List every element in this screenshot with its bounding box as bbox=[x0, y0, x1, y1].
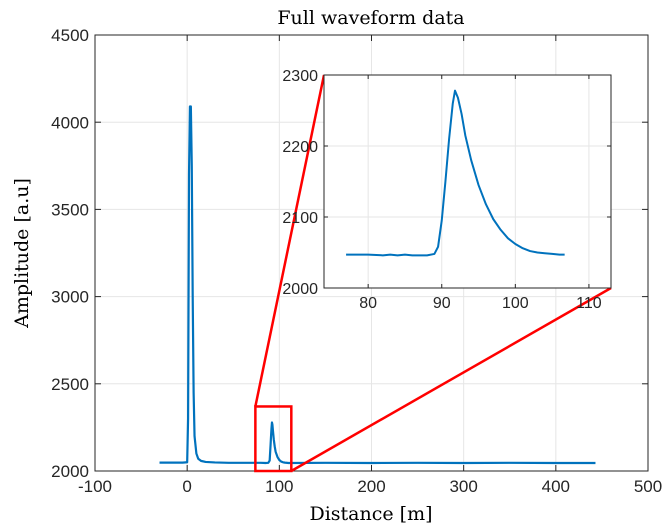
main-y-tick-label: 4500 bbox=[51, 26, 89, 45]
inset-y-tick-labels: 2000 2100 2200 2300 bbox=[282, 68, 318, 298]
main-x-tick-label: 0 bbox=[182, 477, 191, 496]
inset-plot-frame bbox=[323, 74, 612, 289]
inset-y-tick-label: 2000 bbox=[282, 281, 318, 298]
main-y-tick-labels: 2000 2500 3000 3500 4000 4500 bbox=[51, 26, 89, 481]
inset-x-tick-label: 80 bbox=[359, 295, 377, 312]
inset-plot: 80 90 100 110 2000 2100 2200 2300 bbox=[282, 68, 612, 312]
inset-y-tick-label: 2200 bbox=[282, 139, 318, 156]
inset-x-tick-label: 110 bbox=[576, 295, 602, 312]
main-x-tick-labels: -100 0 100 200 300 400 500 bbox=[78, 477, 662, 496]
inset-ticks bbox=[324, 74, 611, 289]
zoom-region-box bbox=[254, 405, 293, 473]
main-y-tick-label: 2500 bbox=[51, 375, 89, 394]
main-x-tick-label: 200 bbox=[357, 477, 385, 496]
waveform-series-line bbox=[159, 105, 596, 465]
inset-x-tick-labels: 80 90 100 110 bbox=[359, 295, 602, 312]
main-x-tick-label: -100 bbox=[78, 477, 112, 496]
x-axis-label: Distance [m] bbox=[309, 503, 432, 525]
y-axis-label: Amplitude [a.u] bbox=[11, 178, 33, 329]
inset-y-tick-label: 2100 bbox=[282, 210, 318, 227]
main-y-tick-label: 4000 bbox=[51, 113, 89, 132]
main-x-tick-label: 500 bbox=[634, 477, 662, 496]
inset-plot-area bbox=[324, 75, 611, 288]
zoom-connector-top bbox=[254, 74, 326, 407]
chart-title: Full waveform data bbox=[277, 7, 464, 29]
main-y-tick-label: 3000 bbox=[51, 288, 89, 307]
inset-series-line bbox=[346, 89, 565, 257]
main-x-tick-label: 300 bbox=[449, 477, 477, 496]
main-y-tick-label: 3500 bbox=[51, 201, 89, 220]
main-x-tick-label: 100 bbox=[265, 477, 293, 496]
main-ticks bbox=[94, 34, 649, 472]
zoom-indicator bbox=[254, 74, 612, 473]
inset-y-tick-label: 2300 bbox=[282, 68, 318, 85]
main-x-tick-label: 400 bbox=[542, 477, 570, 496]
zoom-connector-bottom bbox=[290, 286, 612, 473]
inset-x-tick-label: 100 bbox=[502, 295, 529, 312]
main-y-tick-label: 2000 bbox=[51, 462, 89, 481]
inset-x-tick-label: 90 bbox=[433, 295, 451, 312]
